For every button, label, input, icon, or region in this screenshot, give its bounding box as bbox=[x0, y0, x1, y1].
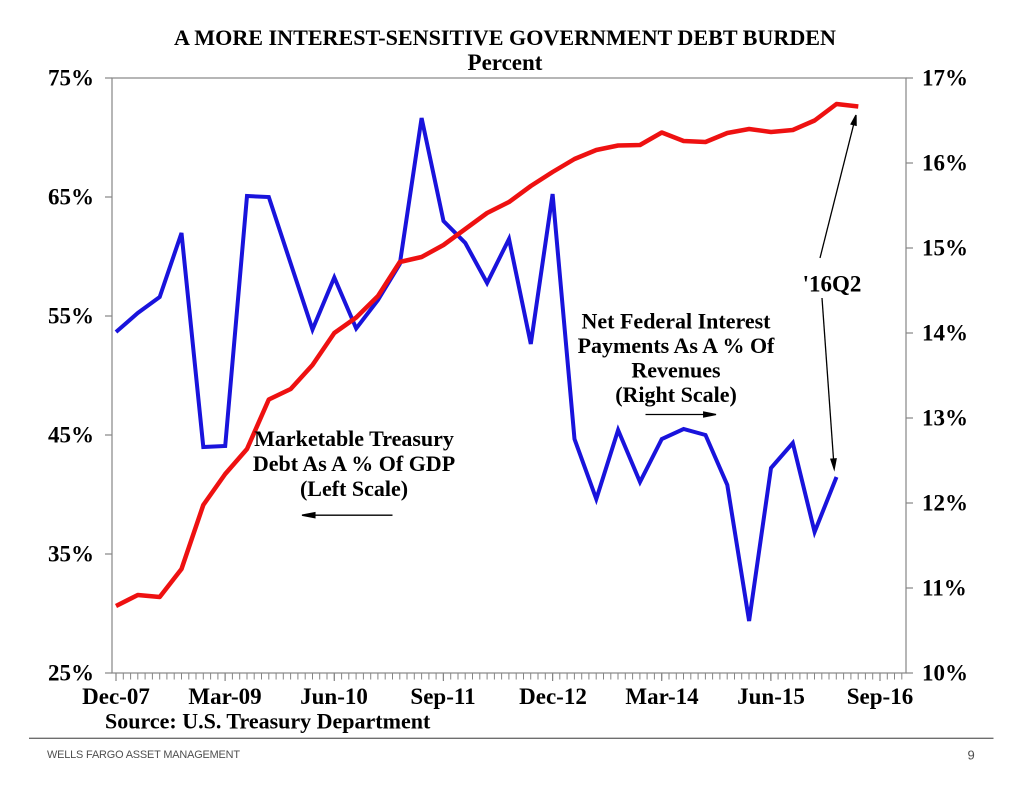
svg-text:'16Q2: '16Q2 bbox=[803, 272, 862, 297]
svg-text:Sep-16: Sep-16 bbox=[847, 684, 913, 709]
svg-text:Percent: Percent bbox=[468, 50, 543, 75]
svg-text:Mar-14: Mar-14 bbox=[625, 684, 699, 709]
svg-text:12%: 12% bbox=[922, 491, 968, 516]
svg-text:16%: 16% bbox=[922, 151, 968, 176]
svg-text:Net Federal Interest: Net Federal Interest bbox=[582, 309, 772, 334]
svg-text:Sep-11: Sep-11 bbox=[410, 684, 475, 709]
svg-text:(Right Scale): (Right Scale) bbox=[615, 382, 737, 407]
svg-text:65%: 65% bbox=[48, 185, 94, 210]
svg-text:Dec-12: Dec-12 bbox=[519, 684, 587, 709]
svg-text:Debt As A % Of GDP: Debt As A % Of GDP bbox=[253, 451, 455, 476]
svg-text:75%: 75% bbox=[48, 66, 94, 91]
svg-text:13%: 13% bbox=[922, 406, 968, 431]
svg-text:Dec-07: Dec-07 bbox=[82, 684, 150, 709]
svg-text:Source: U.S. Treasury Departme: Source: U.S. Treasury Department bbox=[105, 709, 431, 734]
svg-text:(Left Scale): (Left Scale) bbox=[300, 476, 408, 501]
svg-text:14%: 14% bbox=[922, 321, 968, 346]
svg-text:Marketable Treasury: Marketable Treasury bbox=[254, 426, 454, 451]
svg-text:A MORE INTEREST-SENSITIVE GOVE: A MORE INTEREST-SENSITIVE GOVERNMENT DEB… bbox=[174, 25, 836, 50]
svg-text:11%: 11% bbox=[922, 576, 967, 601]
svg-text:10%: 10% bbox=[922, 661, 968, 686]
svg-text:WELLS FARGO ASSET MANAGEMENT: WELLS FARGO ASSET MANAGEMENT bbox=[47, 749, 240, 761]
svg-text:Payments As A % Of: Payments As A % Of bbox=[578, 333, 775, 358]
svg-text:Jun-15: Jun-15 bbox=[737, 684, 805, 709]
svg-text:15%: 15% bbox=[922, 236, 968, 261]
svg-text:55%: 55% bbox=[48, 304, 94, 329]
svg-text:17%: 17% bbox=[922, 66, 968, 91]
svg-text:25%: 25% bbox=[48, 661, 94, 686]
svg-text:Jun-10: Jun-10 bbox=[300, 684, 368, 709]
svg-text:Revenues: Revenues bbox=[631, 358, 721, 383]
svg-text:45%: 45% bbox=[48, 423, 94, 448]
svg-text:9: 9 bbox=[968, 748, 975, 763]
svg-text:Mar-09: Mar-09 bbox=[188, 684, 261, 709]
svg-text:35%: 35% bbox=[48, 542, 94, 567]
